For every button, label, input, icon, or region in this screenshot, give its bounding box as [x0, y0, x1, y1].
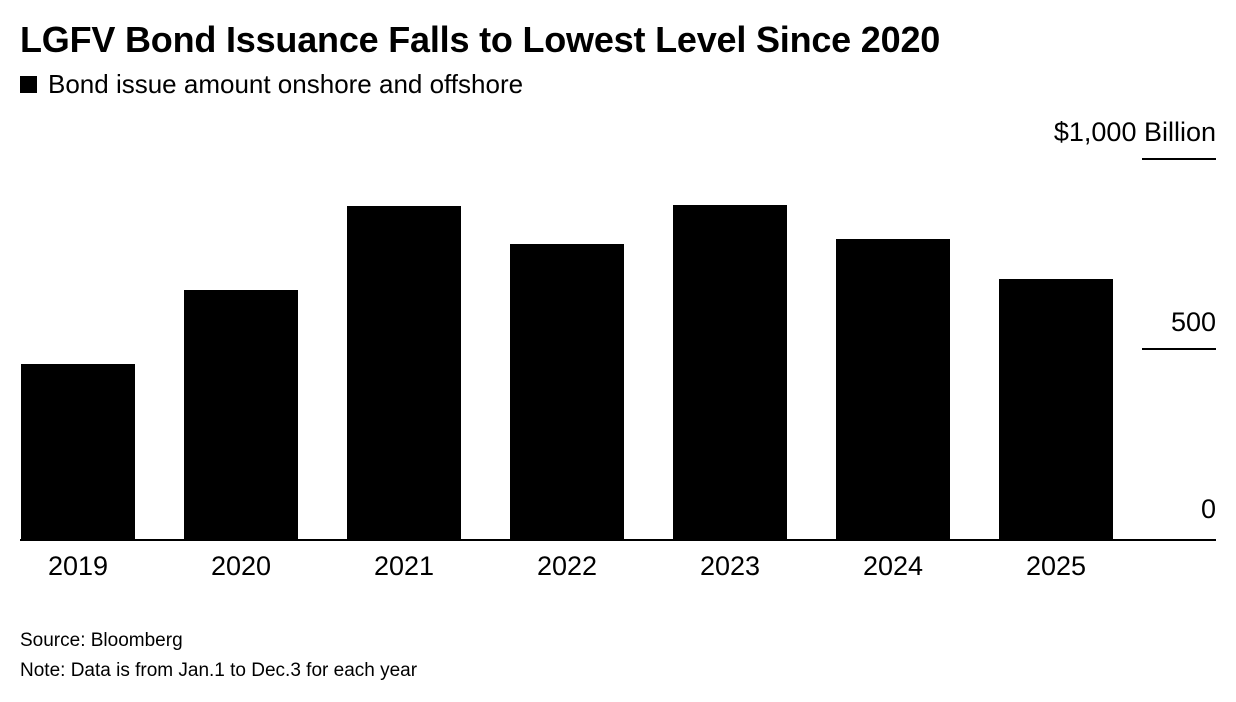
y-tick-line-500 — [1142, 348, 1216, 350]
x-tick-label-2019: 2019 — [47, 551, 109, 581]
bar-2022 — [510, 244, 624, 539]
chart-title: LGFV Bond Issuance Falls to Lowest Level… — [20, 19, 941, 60]
x-tick-label-2023: 2023 — [699, 551, 761, 581]
x-tick-label-2024: 2024 — [862, 551, 924, 581]
y-tick-label-0: 0 — [1200, 494, 1216, 524]
y-tick-label-500: 500 — [1170, 307, 1216, 337]
x-tick-label-2025: 2025 — [1025, 551, 1087, 581]
source-note: Source: Bloomberg — [20, 630, 183, 651]
y-tick-line-1000 — [1142, 158, 1216, 160]
footnote: Note: Data is from Jan.1 to Dec.3 for ea… — [20, 660, 418, 681]
bar-chart-plot-area: $1,000 Billion 500 0 — [20, 119, 1216, 541]
x-axis-labels: 2019 2020 2021 2022 2023 2024 2025 — [20, 541, 1216, 586]
chart-footer: Source: Bloomberg Note: Data is from Jan… — [20, 626, 1216, 686]
bar-2021 — [347, 206, 461, 539]
chart-card: LGFV Bond Issuance Falls to Lowest Level… — [0, 22, 1236, 702]
bar-2024 — [836, 239, 950, 539]
legend-swatch-icon — [20, 75, 37, 93]
bar-2023 — [673, 205, 787, 539]
bar-2025 — [999, 279, 1113, 539]
legend-label: Bond issue amount onshore and offshore — [48, 69, 524, 99]
x-tick-label-2020: 2020 — [210, 551, 272, 581]
bar-2020 — [184, 290, 298, 539]
x-tick-label-2022: 2022 — [536, 551, 598, 581]
x-tick-label-2021: 2021 — [373, 551, 435, 581]
y-tick-label-1000: $1,000 Billion — [1053, 117, 1216, 147]
bar-2019 — [21, 364, 135, 539]
legend: Bond issue amount onshore and offshore — [20, 71, 1216, 97]
